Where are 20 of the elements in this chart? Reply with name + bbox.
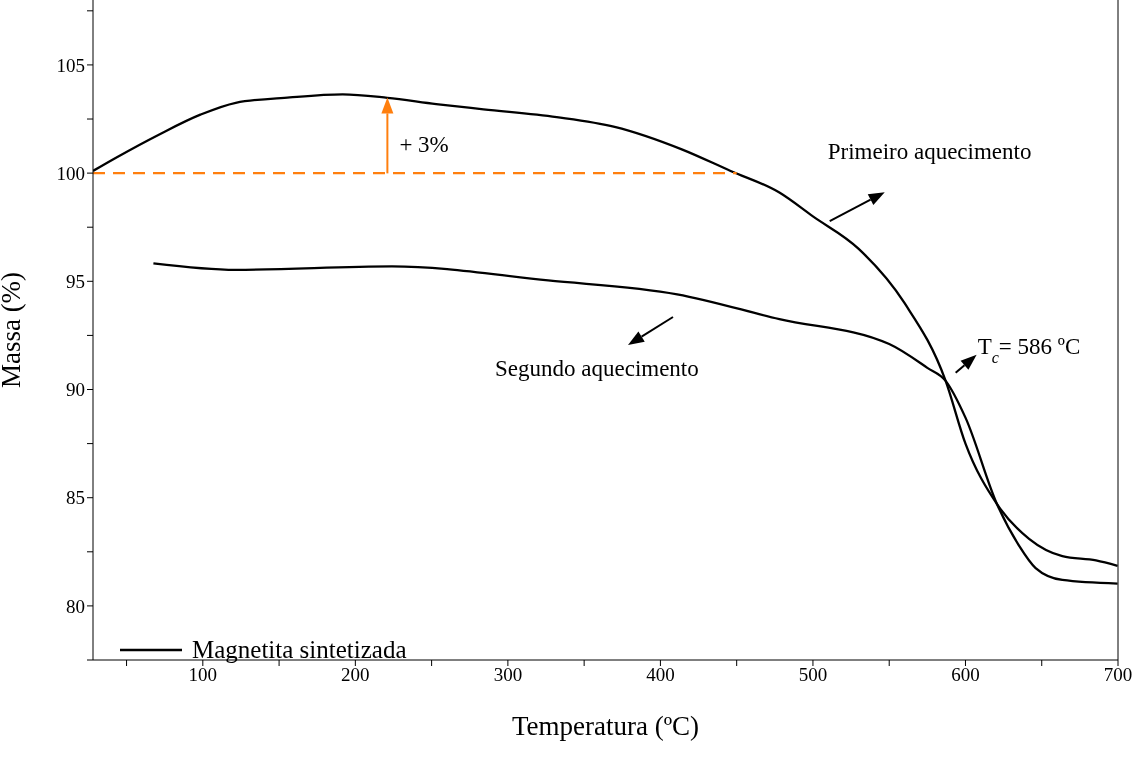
x-tick-label: 400 [646,664,675,686]
x-tick-label: 700 [1103,664,1133,686]
legend-label: Magnetita sintetizada [192,636,407,664]
y-tick-label: 95 [66,271,85,293]
annotation: + 3% [399,132,449,158]
y-tick-label: 80 [66,595,85,617]
annotation: Primeiro aquecimento [827,139,1032,165]
x-tick-label: 200 [341,664,370,686]
x-axis-title: Temperatura (ºC) [511,711,700,741]
x-tick-label: 600 [951,664,980,686]
y-tick-label: 105 [56,54,85,76]
x-tick-label: 300 [493,664,523,686]
y-axis-title: Massa (%) [0,271,26,389]
annotation: T$_{c}$= 586 ºC [977,333,1081,366]
y-tick-label: 85 [66,487,85,509]
y-tick-label: 100 [56,162,85,184]
annotation: Segundo aquecimento [495,356,699,382]
y-tick-label: 90 [66,379,85,401]
x-tick-label: 100 [188,664,218,686]
x-tick-label: 500 [798,664,828,686]
